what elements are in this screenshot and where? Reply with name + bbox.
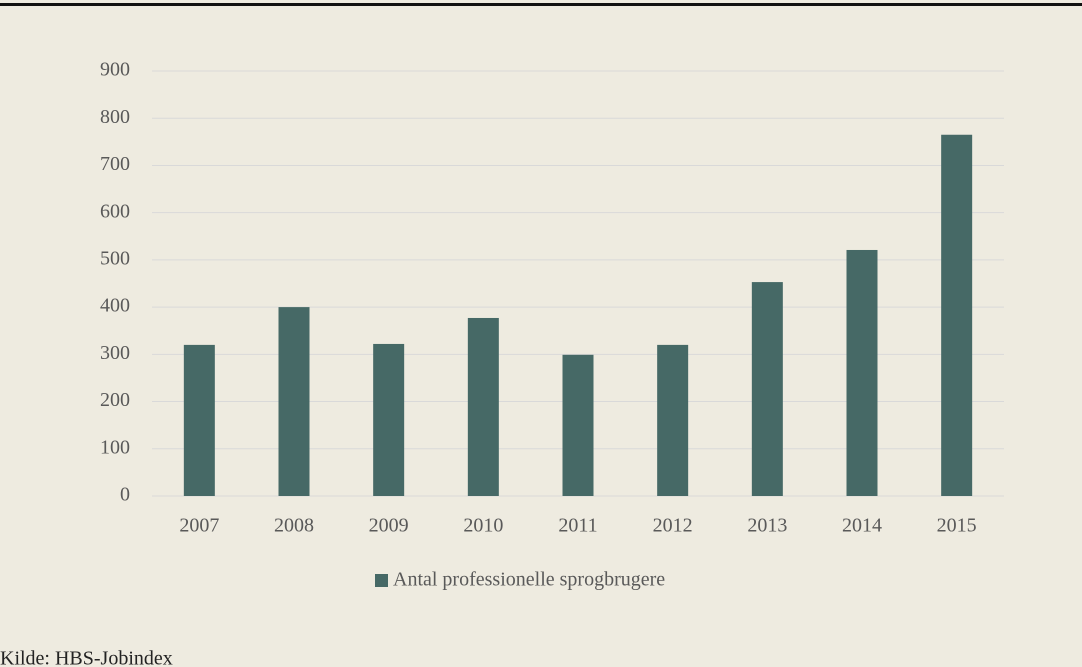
x-tick-label: 2014 bbox=[842, 515, 882, 537]
y-tick-label: 900 bbox=[100, 59, 130, 81]
y-tick-label: 800 bbox=[100, 106, 130, 128]
x-tick-label: 2010 bbox=[463, 515, 503, 537]
y-tick-label: 0 bbox=[120, 484, 130, 506]
bar bbox=[657, 344, 689, 496]
bar bbox=[467, 317, 499, 496]
bar bbox=[183, 344, 215, 496]
bar bbox=[941, 134, 973, 496]
x-tick-label: 2009 bbox=[369, 515, 409, 537]
bar bbox=[562, 354, 594, 496]
bar bbox=[373, 343, 405, 496]
legend-swatch bbox=[375, 574, 388, 587]
y-tick-label: 600 bbox=[100, 200, 130, 222]
y-tick-label: 500 bbox=[100, 247, 130, 269]
x-tick-label: 2012 bbox=[653, 515, 693, 537]
x-tick-label: 2011 bbox=[558, 515, 597, 537]
top-rule bbox=[0, 3, 1082, 6]
source-note: Kilde: HBS-Jobindex bbox=[0, 648, 173, 667]
y-tick-label: 400 bbox=[100, 295, 130, 317]
bar bbox=[751, 282, 783, 496]
bar bbox=[846, 249, 878, 496]
y-tick-label: 200 bbox=[100, 389, 130, 411]
x-tick-label: 2015 bbox=[937, 515, 977, 537]
x-tick-label: 2013 bbox=[747, 515, 787, 537]
bar bbox=[278, 307, 310, 496]
x-tick-label: 2007 bbox=[179, 515, 219, 537]
y-tick-label: 100 bbox=[100, 436, 130, 458]
legend-label: Antal professionelle sprogbrugere bbox=[393, 569, 665, 591]
y-tick-label: 300 bbox=[100, 342, 130, 364]
x-tick-label: 2008 bbox=[274, 515, 314, 537]
y-tick-label: 700 bbox=[100, 153, 130, 175]
